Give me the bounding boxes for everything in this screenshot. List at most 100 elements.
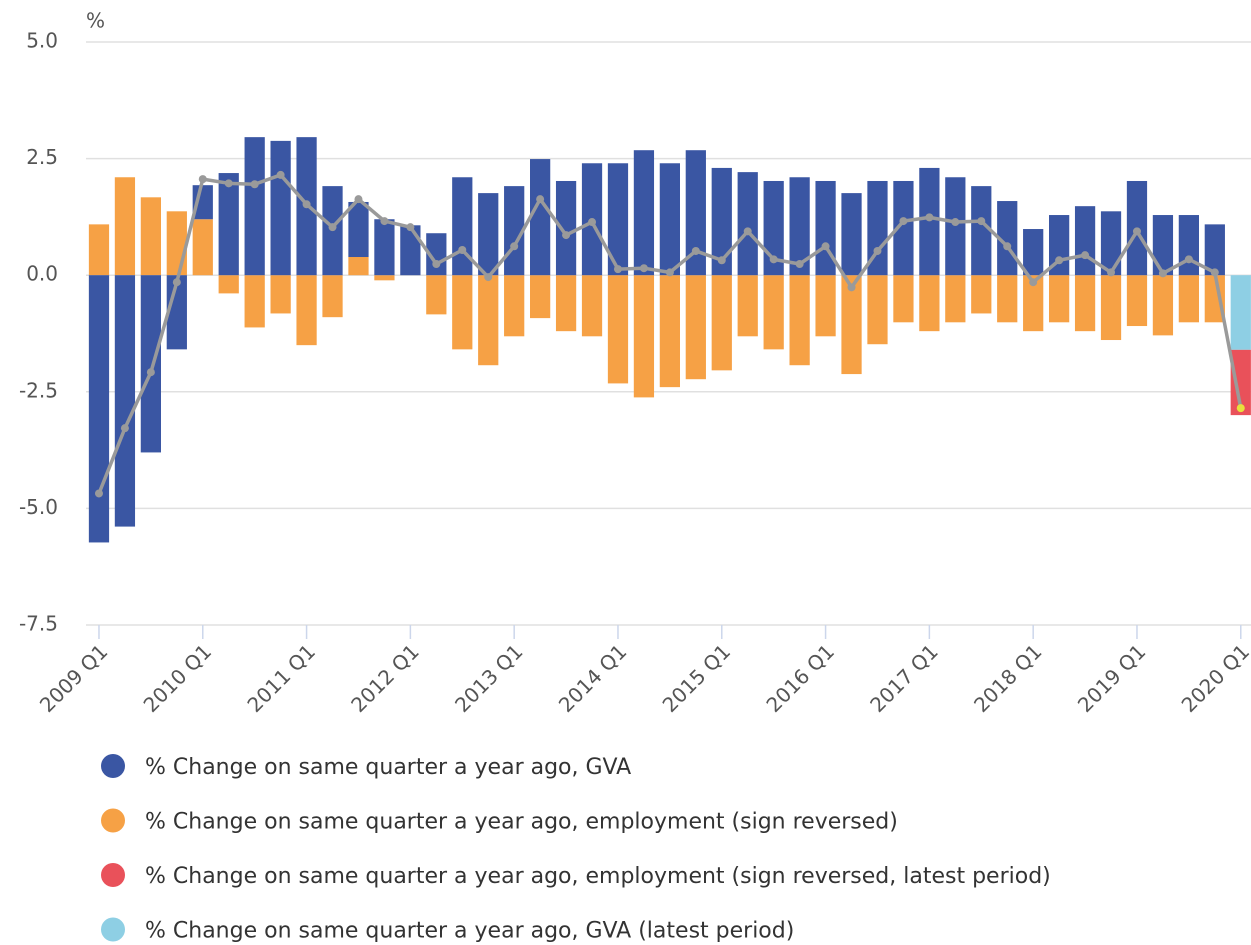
bar	[192, 219, 213, 276]
bar	[348, 201, 369, 258]
line-point	[1132, 227, 1141, 236]
bar	[581, 275, 603, 337]
x-tick-label: 2013 Q1	[450, 639, 528, 717]
bar	[1074, 206, 1096, 276]
bar	[296, 275, 317, 346]
bar	[633, 275, 655, 398]
x-tick-label: 2011 Q1	[242, 639, 320, 717]
bar	[452, 177, 473, 276]
bar	[374, 219, 395, 276]
bar	[945, 275, 966, 323]
bar	[893, 180, 914, 276]
bar	[504, 275, 525, 337]
y-axis-unit: %	[86, 9, 105, 33]
bar	[971, 275, 992, 314]
line-point	[224, 179, 233, 188]
x-tick-label: 2017 Q1	[865, 639, 943, 717]
line-point	[951, 218, 960, 227]
bar	[1100, 211, 1122, 276]
bar	[478, 193, 499, 276]
y-tick-label: 0.0	[26, 262, 58, 286]
bar	[1152, 215, 1174, 276]
line-point	[1158, 269, 1167, 278]
bar	[919, 275, 940, 332]
line-point	[588, 218, 597, 227]
legend-marker	[101, 754, 125, 778]
line-point	[665, 268, 674, 277]
line-point	[1081, 251, 1090, 260]
x-tick-label: 2020 Q1	[1177, 639, 1251, 717]
bar	[322, 275, 343, 318]
bar	[789, 177, 810, 276]
bar	[737, 275, 758, 337]
line-point	[769, 255, 778, 264]
line-point	[328, 223, 337, 232]
bar	[374, 275, 395, 281]
bar	[685, 150, 706, 276]
bar	[218, 173, 239, 276]
line-point	[1003, 242, 1012, 251]
line-point	[613, 265, 622, 274]
y-tick-label: -2.5	[19, 378, 58, 402]
bar	[270, 275, 291, 314]
bar	[1230, 349, 1251, 416]
line-point	[510, 242, 519, 251]
bar	[867, 275, 888, 345]
bar	[1230, 275, 1251, 350]
x-tick-label: 2010 Q1	[139, 639, 217, 717]
legend: % Change on same quarter a year ago, GVA…	[101, 754, 1051, 944]
x-tick-label: 2016 Q1	[761, 639, 839, 717]
bar	[244, 275, 265, 328]
bar	[997, 201, 1018, 276]
bar	[426, 233, 447, 276]
legend-marker	[101, 863, 125, 887]
bar	[400, 225, 421, 276]
bar	[945, 177, 966, 276]
bar	[88, 275, 110, 543]
line-point	[1029, 278, 1038, 287]
legend-marker	[101, 808, 125, 833]
bar	[1204, 224, 1225, 276]
legend-label: % Change on same quarter a year ago, GVA…	[145, 919, 794, 944]
line-point	[717, 256, 726, 265]
bar	[737, 172, 758, 276]
line-point	[276, 170, 285, 179]
line-point	[1184, 255, 1193, 264]
line-point	[743, 227, 752, 236]
line-point	[873, 246, 882, 255]
bar	[711, 275, 732, 371]
bar	[841, 275, 862, 375]
line-point	[977, 217, 986, 226]
bar	[218, 275, 239, 294]
line-point	[120, 424, 129, 433]
bar	[478, 275, 499, 366]
bar	[763, 275, 784, 350]
line-point	[484, 273, 493, 282]
bar	[607, 275, 629, 384]
bar	[555, 180, 577, 276]
bar	[815, 180, 836, 276]
legend-label: % Change on same quarter a year ago, GVA	[145, 755, 631, 780]
bar	[88, 224, 110, 276]
line-point	[795, 260, 804, 269]
line-point	[406, 223, 415, 232]
bar	[789, 275, 810, 366]
bar	[530, 159, 551, 276]
x-tick-label: 2014 Q1	[554, 639, 632, 717]
x-tick-label: 2019 Q1	[1073, 639, 1151, 717]
bar	[426, 275, 447, 315]
legend-label: % Change on same quarter a year ago, emp…	[145, 864, 1051, 889]
bar	[711, 167, 732, 276]
bar	[919, 167, 940, 276]
line-point	[198, 175, 207, 184]
y-tick-label: -7.5	[19, 612, 58, 636]
line-point	[354, 195, 363, 204]
line-point	[562, 231, 571, 240]
legend-label: % Change on same quarter a year ago, emp…	[145, 810, 898, 835]
bar	[140, 275, 161, 453]
bar	[971, 186, 992, 276]
bar	[633, 150, 655, 276]
bar	[685, 275, 706, 380]
bar	[530, 275, 551, 319]
line-point	[1210, 268, 1219, 277]
